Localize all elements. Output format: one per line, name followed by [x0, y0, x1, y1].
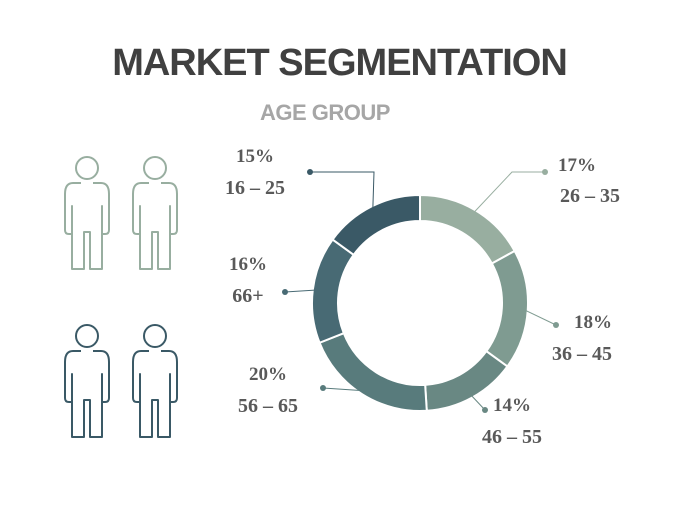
leader-dot: [542, 169, 548, 175]
slice-percent-label: 14%: [493, 395, 531, 416]
donut-slice: [419, 193, 516, 265]
donut-slice: [318, 331, 428, 412]
leader-dot: [553, 322, 559, 328]
donut-slice: [484, 249, 529, 368]
slice-percent-label: 17%: [558, 155, 596, 176]
slice-category-label: 46 – 55: [482, 426, 542, 448]
page-title: MARKET SEGMENTATION: [112, 42, 568, 84]
slice-category-label: 36 – 45: [552, 343, 612, 365]
leader-line: [322, 387, 365, 392]
slice-category-label: 66+: [232, 285, 263, 307]
chart-subtitle: AGE GROUP: [260, 100, 390, 125]
slice-percent-label: 20%: [249, 364, 287, 385]
person-icon: [64, 324, 110, 438]
leader-line: [469, 393, 486, 411]
donut-slice: [311, 238, 356, 345]
slice-percent-label: 15%: [236, 146, 274, 167]
leader-dot: [307, 169, 313, 175]
leader-dot: [320, 385, 326, 391]
leader-line: [284, 289, 317, 293]
slice-category-label: 56 – 65: [238, 395, 298, 417]
donut-slice: [331, 193, 421, 257]
leader-line: [523, 309, 557, 326]
slice-percent-label: 18%: [574, 312, 612, 333]
leader-line: [310, 171, 375, 211]
leader-dot: [282, 289, 288, 295]
slice-category-label: 26 – 35: [560, 185, 620, 207]
slice-category-label: 16 – 25: [225, 177, 285, 199]
leader-line: [472, 171, 545, 214]
leader-dot: [482, 407, 488, 413]
slice-percent-label: 16%: [229, 254, 267, 275]
person-icon: [64, 156, 110, 270]
person-icon: [132, 324, 178, 438]
person-icon: [132, 156, 178, 270]
